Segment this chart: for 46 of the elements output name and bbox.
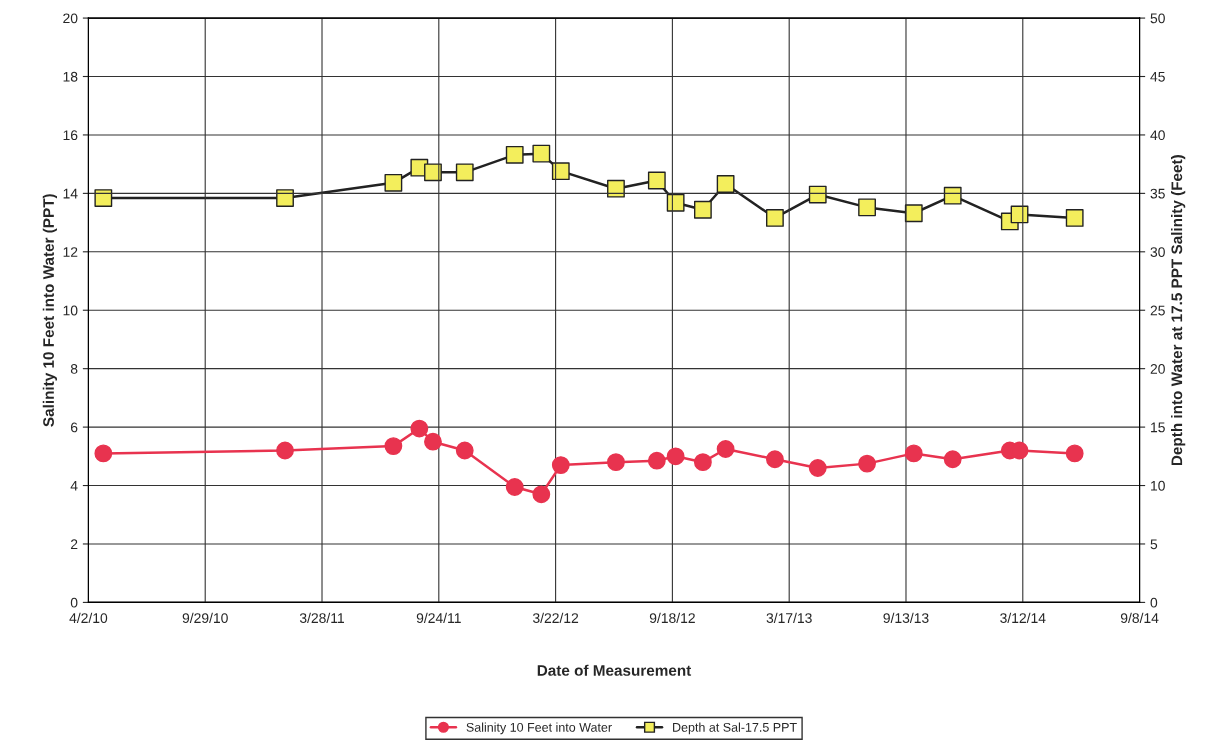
y2-tick-label: 35 xyxy=(1150,188,1165,199)
x-tick-label: 9/8/14 xyxy=(1120,612,1159,624)
y2-tick-label: 10 xyxy=(1151,480,1165,491)
y-tick-label: 18 xyxy=(63,71,78,82)
y-axis-title: Salinity 10 Feet into Water (PPT) xyxy=(42,194,57,427)
point xyxy=(1010,205,1029,224)
y-tick-label: 10 xyxy=(63,305,78,316)
y-tick-label: 0 xyxy=(70,597,78,608)
y-tick-label: 16 xyxy=(63,130,78,141)
x-tick-label: 9/13/13 xyxy=(883,612,929,624)
y-tick-label: 4 xyxy=(70,481,78,491)
x-tick-label: 3/17/13 xyxy=(766,612,812,624)
legend-label: Depth at Sal-17.5 PPT xyxy=(673,722,797,735)
point xyxy=(943,186,962,205)
y2-tick-label: 50 xyxy=(1150,13,1165,24)
y-tick-label: 8 xyxy=(70,364,78,374)
y-tick-label: 20 xyxy=(63,13,78,24)
y2-tick-label: 20 xyxy=(1150,364,1165,374)
y-tick-label: 14 xyxy=(63,188,78,199)
point xyxy=(455,163,474,182)
x-tick-label: 9/24/11 xyxy=(416,612,461,624)
point xyxy=(716,175,735,193)
x-tick-label: 3/22/12 xyxy=(532,612,579,624)
y2-tick-label: 45 xyxy=(1150,71,1165,82)
y2-tick-label: 0 xyxy=(1150,597,1158,608)
x-tick-label: 9/18/12 xyxy=(649,612,695,624)
y2-tick-label: 25 xyxy=(1150,305,1165,316)
y-tick-label: 12 xyxy=(63,247,78,257)
y2-tick-label: 40 xyxy=(1150,130,1165,141)
x-tick-label: 9/29/10 xyxy=(182,612,228,624)
point xyxy=(1065,209,1084,227)
y-tick-label: 2 xyxy=(70,539,78,549)
x-axis-title: Date of Measurement xyxy=(537,664,692,676)
y2-axis-title: Depth into Water at 17.5 PPT Salinity (Feet) xyxy=(1171,155,1186,466)
y-tick-label: 6 xyxy=(70,422,78,433)
y2-tick-label: 5 xyxy=(1150,539,1158,550)
point xyxy=(858,198,876,217)
point xyxy=(384,173,403,192)
x-tick-label: 4/2/10 xyxy=(69,612,108,624)
x-tick-label: 3/28/11 xyxy=(299,612,344,624)
y2-tick-label: 15 xyxy=(1151,422,1165,433)
y2-tick-label: 30 xyxy=(1150,247,1165,257)
x-tick-label: 3/12/14 xyxy=(1000,612,1046,624)
point xyxy=(532,144,551,163)
legend-label: Salinity 10 Feet into Water xyxy=(466,722,612,735)
point xyxy=(647,171,666,190)
